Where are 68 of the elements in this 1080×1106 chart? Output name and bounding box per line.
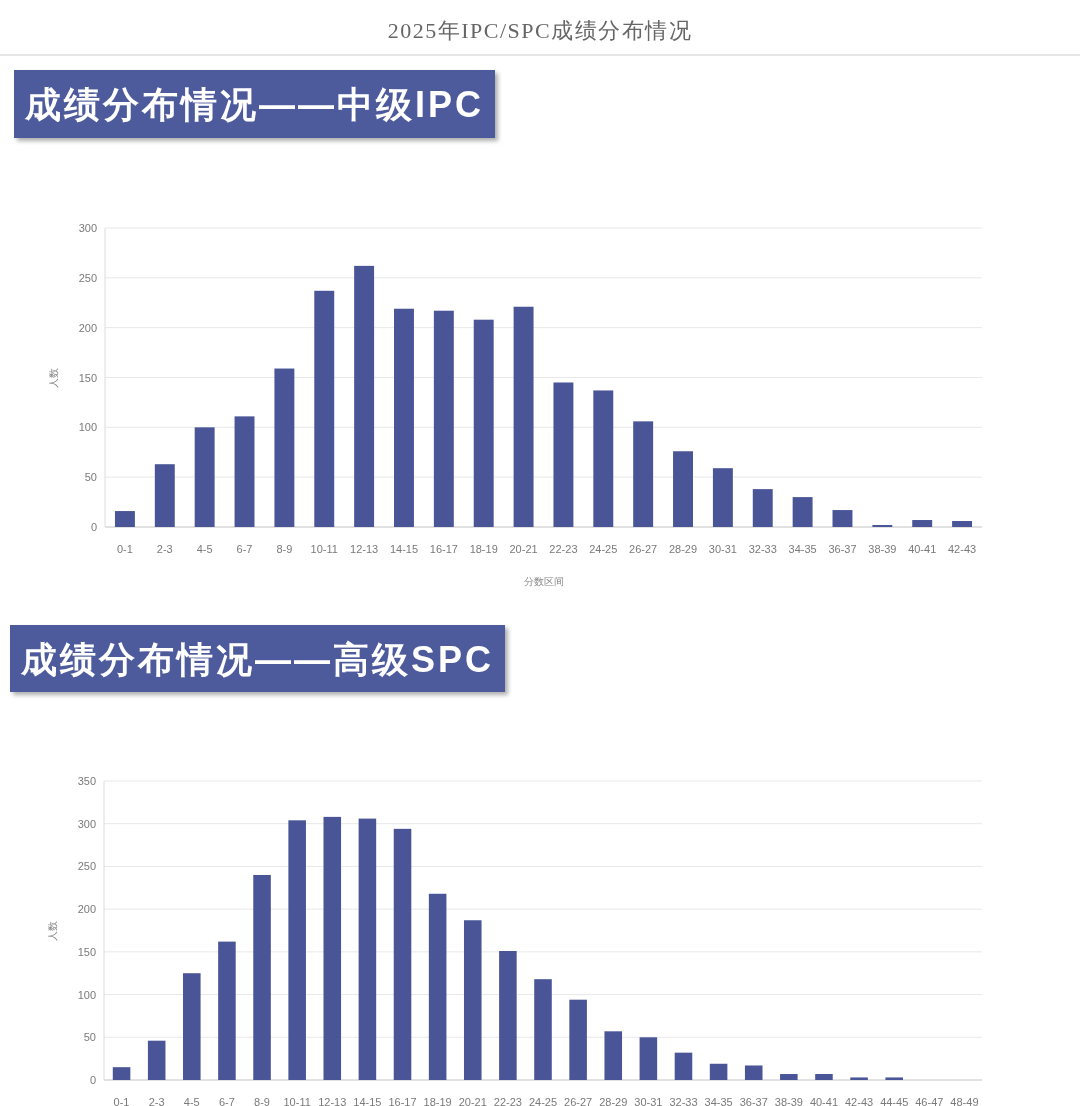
x-tick-label: 30-31 bbox=[634, 1096, 663, 1106]
y-tick-label: 250 bbox=[77, 860, 96, 873]
x-tick-label: 40-41 bbox=[908, 543, 937, 555]
x-tick-label: 16-17 bbox=[429, 543, 458, 555]
x-tick-label: 2-3 bbox=[148, 1096, 165, 1106]
x-tick-label: 20-21 bbox=[509, 543, 538, 555]
chart-title: 成绩分布情况——高级SPC bbox=[20, 638, 495, 680]
x-tick-label: 32-33 bbox=[669, 1096, 698, 1106]
y-tick-label: 100 bbox=[78, 421, 97, 434]
x-tick-label: 22-23 bbox=[549, 543, 578, 555]
y-tick-label: 300 bbox=[77, 817, 96, 830]
x-tick-label: 8-9 bbox=[254, 1096, 270, 1106]
y-axis-title: 人数 bbox=[47, 920, 58, 941]
x-tick-label: 22-23 bbox=[493, 1096, 522, 1106]
x-tick-label: 6-7 bbox=[218, 1096, 235, 1106]
x-tick-label: 28-29 bbox=[599, 1096, 628, 1106]
y-tick-label: 250 bbox=[78, 271, 97, 284]
x-tick-label: 36-37 bbox=[739, 1096, 768, 1106]
x-tick-label: 20-21 bbox=[458, 1096, 487, 1106]
x-tick-label: 42-43 bbox=[845, 1096, 874, 1106]
x-tick-label: 12-13 bbox=[318, 1096, 347, 1106]
y-tick-label: 0 bbox=[89, 1074, 96, 1086]
x-tick-label: 14-15 bbox=[389, 543, 419, 555]
x-tick-label: 44-45 bbox=[880, 1096, 909, 1106]
x-tick-label: 16-17 bbox=[388, 1096, 417, 1106]
y-axis-title: 人数 bbox=[48, 367, 59, 388]
y-tick-label: 200 bbox=[78, 321, 97, 334]
x-tick-label: 38-39 bbox=[868, 543, 897, 555]
x-tick-label: 10-11 bbox=[283, 1096, 311, 1106]
x-tick-label: 18-19 bbox=[423, 1096, 452, 1106]
x-tick-label: 4-5 bbox=[183, 1096, 200, 1106]
x-tick-label: 46-47 bbox=[915, 1096, 944, 1106]
x-tick-label: 26-27 bbox=[564, 1096, 593, 1106]
x-tick-label: 38-39 bbox=[774, 1096, 803, 1106]
x-tick-label: 4-5 bbox=[196, 543, 213, 555]
x-axis-title: 分数区间 bbox=[523, 576, 564, 587]
y-tick-label: 0 bbox=[90, 521, 97, 533]
x-tick-label: 36-37 bbox=[828, 543, 857, 555]
x-tick-label: 30-31 bbox=[708, 543, 737, 555]
y-tick-label: 50 bbox=[84, 471, 97, 484]
x-tick-label: 0-1 bbox=[116, 543, 133, 555]
x-tick-label: 8-9 bbox=[276, 543, 293, 555]
x-tick-label: 12-13 bbox=[350, 543, 379, 555]
x-tick-label: 34-35 bbox=[788, 543, 817, 555]
text: 2025年IPC/SPC成绩分布情况 bbox=[387, 18, 693, 43]
y-tick-label: 100 bbox=[77, 988, 96, 1001]
x-tick-label: 48-49 bbox=[950, 1096, 979, 1106]
x-tick-label: 28-29 bbox=[668, 543, 698, 555]
chart-title: 成绩分布情况——中级IPC bbox=[24, 84, 485, 125]
y-tick-label: 300 bbox=[78, 222, 97, 234]
x-tick-label: 6-7 bbox=[236, 543, 253, 555]
x-tick-label: 32-33 bbox=[748, 543, 777, 555]
x-tick-label: 34-35 bbox=[704, 1096, 733, 1106]
x-tick-label: 14-15 bbox=[353, 1096, 382, 1106]
y-tick-label: 350 bbox=[77, 775, 96, 787]
x-tick-label: 42-43 bbox=[948, 543, 977, 555]
x-tick-label: 18-19 bbox=[469, 543, 498, 555]
x-tick-label: 24-25 bbox=[589, 543, 618, 555]
x-tick-label: 24-25 bbox=[528, 1096, 558, 1106]
y-tick-label: 50 bbox=[83, 1031, 96, 1044]
y-tick-label: 200 bbox=[77, 903, 96, 916]
y-tick-label: 150 bbox=[77, 945, 96, 958]
x-tick-label: 0-1 bbox=[113, 1096, 130, 1106]
y-tick-label: 150 bbox=[78, 371, 97, 384]
x-tick-label: 26-27 bbox=[629, 543, 658, 555]
x-tick-label: 10-11 bbox=[310, 543, 338, 555]
x-tick-label: 2-3 bbox=[156, 543, 173, 555]
x-tick-label: 40-41 bbox=[809, 1096, 839, 1106]
